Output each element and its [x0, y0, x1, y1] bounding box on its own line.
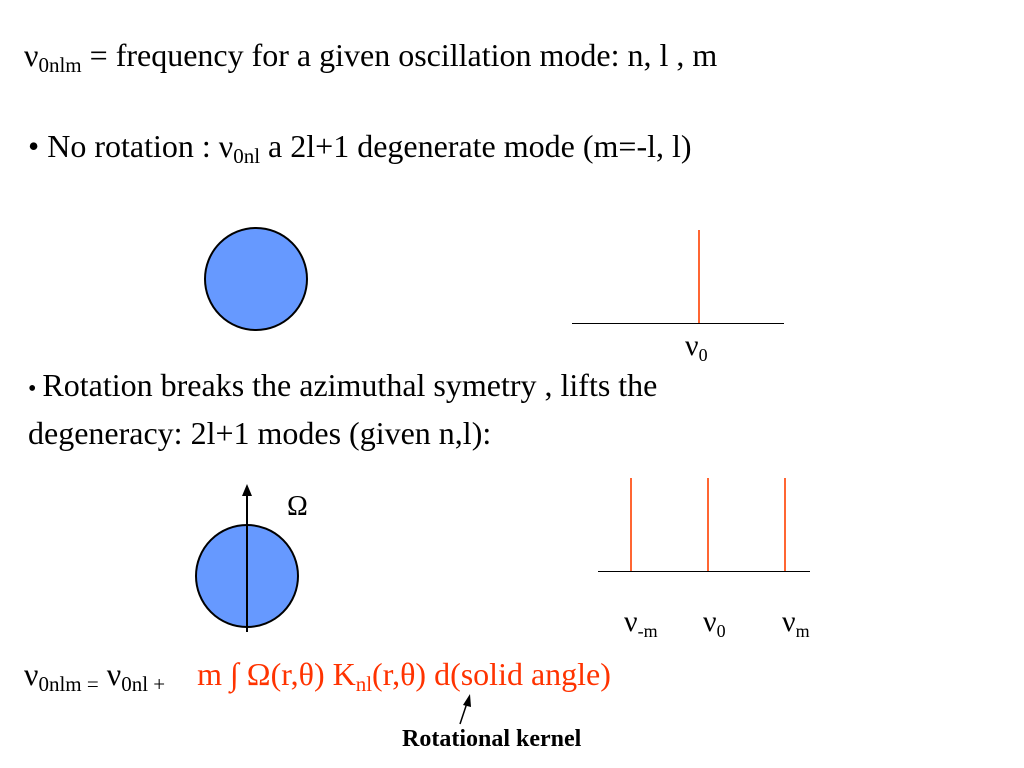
peak-label-nu0-rotating: ν0	[703, 605, 726, 641]
star-circle-no-rotation	[204, 227, 308, 331]
bullet: •	[28, 128, 48, 164]
spectral-peak-nu0	[698, 230, 700, 324]
line-rotation-breaks: • Rotation breaks the azimuthal symetry …	[28, 366, 657, 408]
rotation-text: Rotation breaks the azimuthal symetry , …	[42, 367, 658, 403]
nu-symbol: ν	[106, 656, 122, 692]
kernel-pointer-arrowhead	[463, 694, 471, 707]
no-rotation-label: No rotation :	[47, 128, 219, 164]
peak-label-nu-m: νm	[782, 605, 810, 641]
spectrum-axis-1	[572, 323, 784, 324]
kernel-subscript-nl: nl	[355, 672, 373, 696]
line-degeneracy: degeneracy: 2l+1 modes (given n,l):	[28, 414, 491, 452]
rotational-kernel-caption: Rotational kernel	[402, 726, 582, 752]
spectral-peak-nu0-rotating	[707, 478, 709, 572]
subscript-0nlm: 0nlm	[38, 53, 82, 77]
nu-symbol: ν	[218, 128, 234, 164]
line-no-rotation: • No rotation : ν0nl a 2l+1 degenerate m…	[28, 127, 692, 175]
degeneracy-text: degeneracy: 2l+1 modes (given n,l):	[28, 415, 492, 451]
spectrum-axis-2	[598, 571, 810, 572]
line-frequency-definition: ν0nlm = frequency for a given oscillatio…	[24, 36, 717, 84]
bullet: •	[28, 376, 43, 402]
definition-text: = frequency for a given oscillation mode…	[81, 37, 718, 73]
rotational-splitting-formula: ν0nlm = ν0nl + m ∫ Ω(r,θ) Knl(r,θ) d(sol…	[24, 655, 611, 703]
subscript-0nl: 0nl	[233, 144, 261, 168]
nu-symbol: ν	[24, 656, 39, 692]
peak-label-nu0: ν0	[685, 329, 708, 365]
nu-symbol: ν	[24, 37, 39, 73]
spectral-peak-nu-minus-m	[630, 478, 632, 572]
subscript-0nl: 0nl +	[121, 672, 166, 696]
rotation-axis-arrowhead	[242, 484, 252, 496]
spectral-peak-nu-m	[784, 478, 786, 572]
omega-label: Ω	[287, 491, 308, 522]
peak-label-nu-minus-m: ν-m	[624, 605, 658, 641]
degenerate-text: a 2l+1 degenerate mode (m=-l, l)	[260, 128, 692, 164]
splitting-term: m ∫ Ω(r,θ) Knl(r,θ) d(solid angle)	[197, 656, 611, 696]
subscript-0nlm: 0nlm =	[38, 672, 99, 696]
